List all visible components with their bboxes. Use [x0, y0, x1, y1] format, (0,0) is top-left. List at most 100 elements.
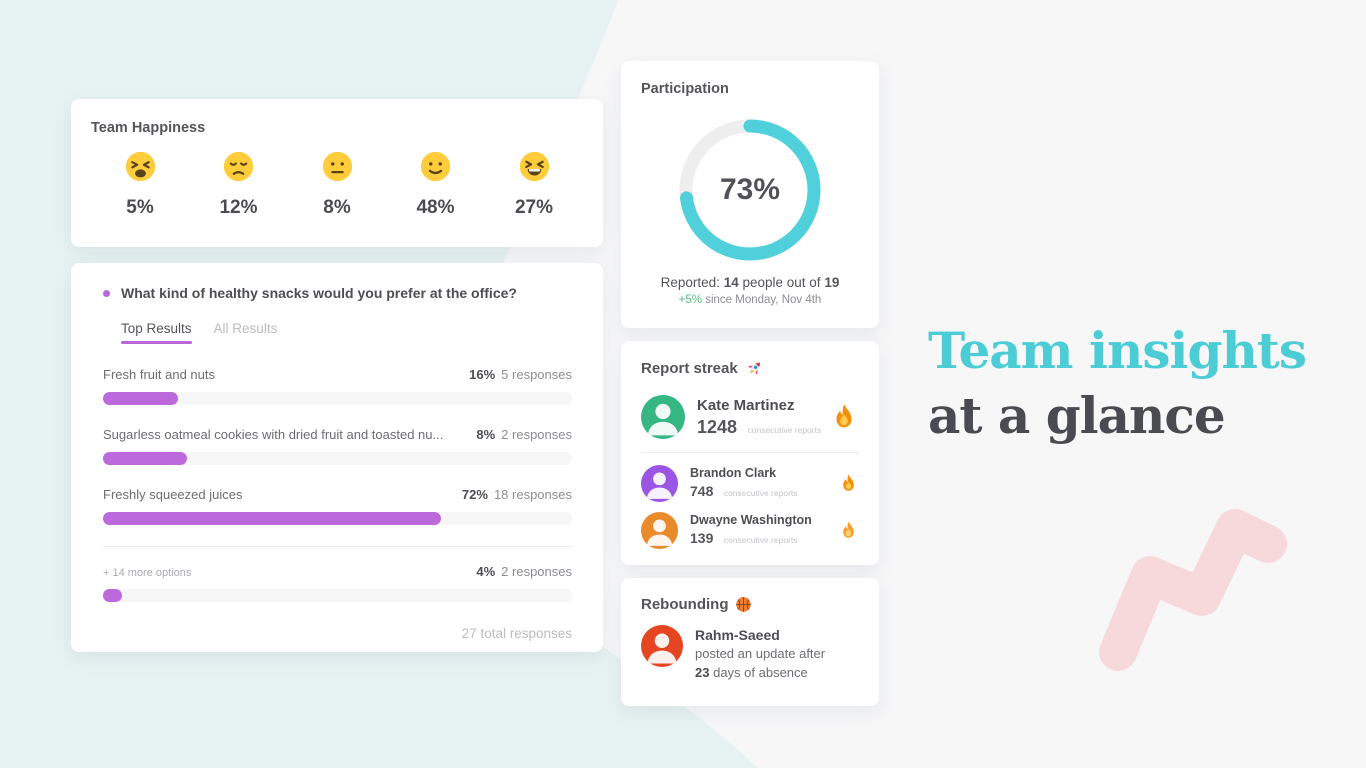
- tab-all-results[interactable]: All Results: [213, 321, 278, 336]
- reported-count: 14: [723, 275, 739, 290]
- result-bar-fill: [103, 512, 441, 525]
- mood-item-disappointed: 12%: [204, 151, 274, 219]
- result-percent: 8%: [476, 427, 496, 442]
- tab-top-results[interactable]: Top Results: [121, 321, 192, 344]
- headline-line1: Team insights: [928, 321, 1307, 380]
- participation-title: Participation: [641, 81, 729, 97]
- rebounding-row: Rahm-Saeed posted an update after 23 day…: [641, 625, 859, 683]
- result-row: Fresh fruit and nuts 16% 5 responses: [103, 366, 572, 405]
- result-percent: 72%: [461, 487, 488, 502]
- person-silhouette-icon: [647, 633, 677, 664]
- member-name: Dwayne Washington: [690, 513, 812, 527]
- result-label: Sugarless oatmeal cookies with dried fru…: [103, 427, 444, 442]
- disappointed-face-icon: [223, 151, 254, 182]
- result-percent: 16%: [469, 367, 496, 382]
- member-name: Brandon Clark: [690, 466, 777, 480]
- fire-icon: [843, 474, 854, 491]
- weary-face-icon: [125, 151, 155, 182]
- person-silhouette-icon: [647, 403, 679, 436]
- result-bar-fill: [103, 392, 179, 405]
- rocket-icon: [747, 362, 760, 375]
- basketball-icon: [736, 597, 752, 612]
- mood-item-neutral: 8%: [302, 151, 372, 219]
- rebounding-line2: 23 days of absence: [695, 665, 808, 681]
- results-tabs: Top Results All Results: [121, 321, 572, 344]
- participation-donut-chart: 73%: [675, 115, 825, 265]
- slightly-smiling-face-icon: [420, 151, 451, 182]
- streak-count: 748: [690, 483, 714, 499]
- donut-ring: [679, 119, 821, 261]
- team-happiness-title: Team Happiness: [91, 120, 206, 136]
- avatar: [641, 625, 683, 667]
- streak-member-row: Dwayne Washington 139 consecutive report…: [641, 512, 859, 549]
- mood-row: 5% 12% 8% 48%: [91, 151, 583, 219]
- team-happiness-card: Team Happiness 5% 12% 8%: [71, 99, 603, 247]
- total-responses: 27 total responses: [461, 626, 572, 641]
- result-label: Freshly squeezed juices: [103, 487, 243, 502]
- results-divider: [103, 546, 572, 547]
- result-bar-fill: [103, 452, 188, 465]
- more-options-label: + 14 more options: [103, 567, 192, 579]
- result-row: Sugarless oatmeal cookies with dried fru…: [103, 426, 572, 465]
- streak-member-row: Kate Martinez 1248 consecutive reports: [641, 395, 859, 439]
- absence-days: 23: [695, 665, 710, 681]
- mood-percent: 8%: [323, 197, 351, 218]
- pink-zigzag-shape: [1099, 509, 1287, 671]
- delta-line: +5% since Monday, Nov 4th: [678, 294, 822, 306]
- result-bar-track: [103, 512, 572, 525]
- streak-count-label: consecutive reports: [723, 535, 798, 545]
- question-header: What kind of healthy snacks would you pr…: [103, 285, 572, 301]
- rebounding-name: Rahm-Saeed: [695, 627, 780, 643]
- question-bullet-dot: [103, 289, 110, 297]
- result-row-more-options: + 14 more options 4% 2 responses: [103, 563, 572, 602]
- mood-percent: 27%: [514, 197, 554, 218]
- result-row: Freshly squeezed juices 72% 18 responses: [103, 486, 572, 525]
- question-text: What kind of healthy snacks would you pr…: [121, 285, 517, 301]
- rebounding-title: Rebounding: [641, 596, 729, 613]
- delta-percent: +5%: [678, 294, 702, 306]
- streak-count-label: consecutive reports: [723, 488, 798, 498]
- rebounding-card: Rebounding Rahm-Saeed posted an update a…: [621, 578, 879, 706]
- mood-item-weary: 5%: [105, 151, 175, 219]
- streak-count: 1248: [697, 416, 738, 437]
- result-bar-track: [103, 392, 572, 405]
- result-responses: 18 responses: [493, 487, 572, 502]
- grinning-squinting-face-icon: [519, 151, 549, 182]
- result-responses: 2 responses: [501, 564, 572, 579]
- reported-total: 19: [824, 275, 840, 290]
- survey-question-card: What kind of healthy snacks would you pr…: [71, 263, 603, 652]
- report-streak-title: Report streak: [641, 360, 738, 377]
- result-bar-fill: [103, 589, 122, 602]
- fire-icon: [836, 404, 852, 428]
- result-label: Fresh fruit and nuts: [103, 367, 215, 382]
- result-bar-track: [103, 452, 572, 465]
- participation-percent: 73%: [719, 173, 781, 206]
- reported-line: Reported: 14 people out of 19: [660, 275, 840, 290]
- streak-count-label: consecutive reports: [747, 424, 822, 435]
- result-responses: 5 responses: [501, 367, 572, 382]
- avatar: [641, 395, 685, 439]
- person-silhouette-icon: [646, 519, 673, 546]
- avatar: [641, 512, 678, 549]
- mood-item-slightly-smiling: 48%: [401, 151, 471, 219]
- mood-item-grinning: 27%: [499, 151, 569, 219]
- result-bar-track: [103, 589, 572, 602]
- mood-percent: 48%: [416, 197, 455, 218]
- rebounding-line1: posted an update after: [695, 646, 826, 662]
- streak-count: 139: [690, 530, 714, 546]
- avatar: [641, 465, 678, 502]
- report-streak-card: Report streak Kate Martinez 1248 consec: [621, 341, 879, 565]
- page-headline: Team insights at a glance: [928, 318, 1307, 448]
- results-list: Fresh fruit and nuts 16% 5 responses Suga…: [103, 366, 572, 602]
- mood-percent: 5%: [126, 197, 154, 218]
- member-name: Kate Martinez: [697, 396, 795, 414]
- fire-icon: [843, 521, 854, 538]
- result-responses: 2 responses: [501, 427, 572, 442]
- person-silhouette-icon: [646, 472, 673, 499]
- result-percent: 4%: [476, 564, 496, 579]
- streak-divider: [641, 452, 859, 453]
- streak-member-row: Brandon Clark 748 consecutive reports: [641, 465, 859, 502]
- participation-card: Participation 73% Reported: 14 people ou…: [621, 61, 879, 328]
- neutral-face-icon: [322, 151, 352, 182]
- headline-line2: at a glance: [928, 386, 1226, 445]
